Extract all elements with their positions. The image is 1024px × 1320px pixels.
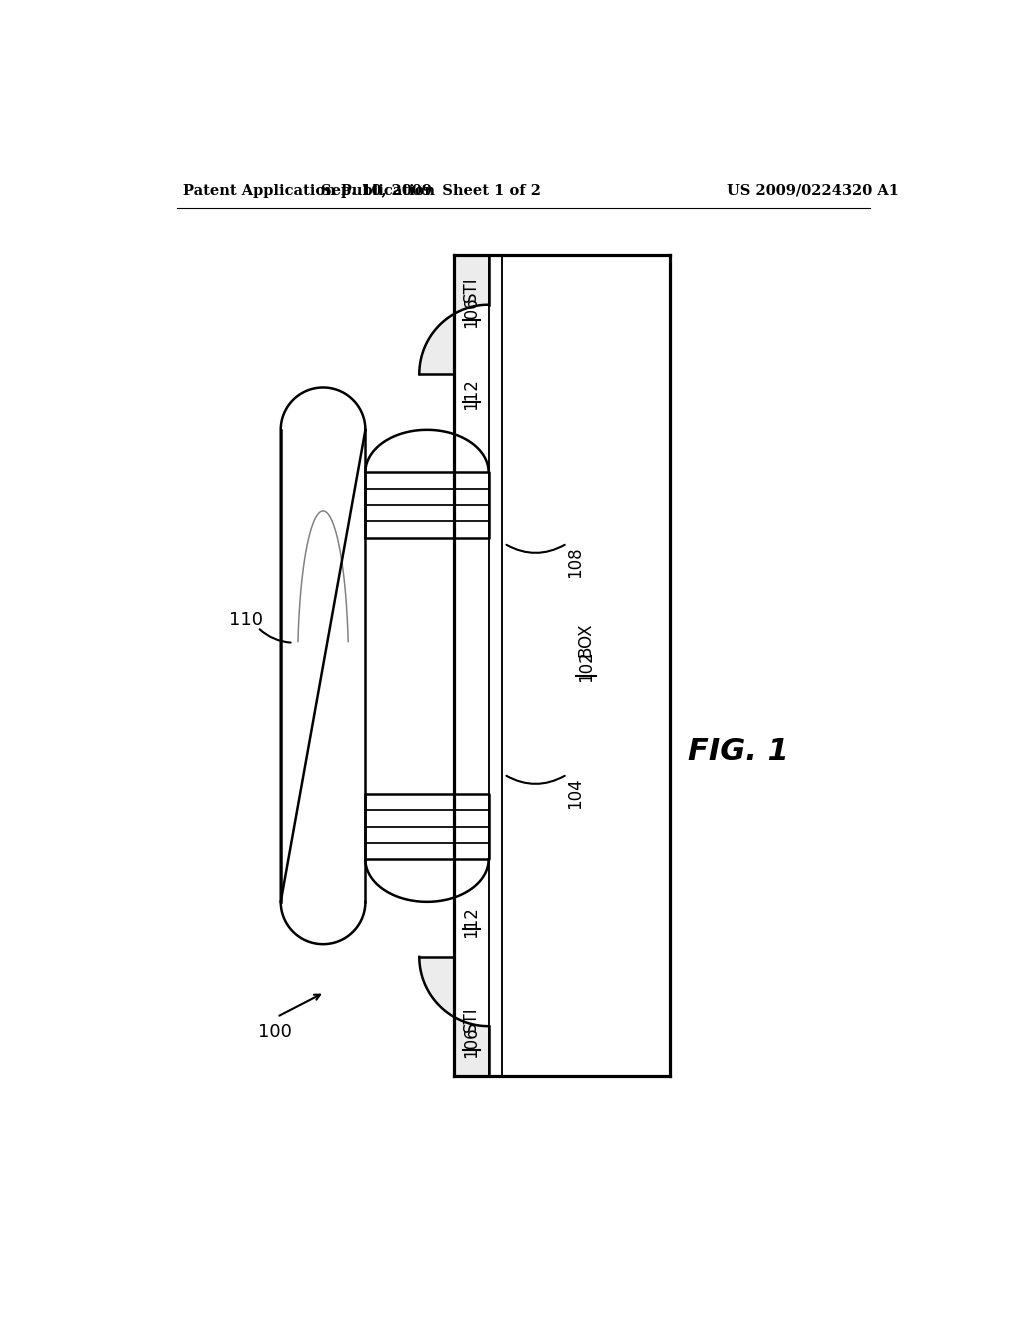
Text: 112: 112	[462, 379, 480, 411]
Text: 102: 102	[577, 651, 595, 682]
Text: 108: 108	[566, 546, 584, 578]
Text: 110: 110	[229, 611, 263, 628]
Polygon shape	[281, 388, 366, 944]
Text: 104: 104	[566, 777, 584, 809]
Bar	[454, 255, 670, 1076]
Text: Sep. 10, 2009  Sheet 1 of 2: Sep. 10, 2009 Sheet 1 of 2	[321, 183, 541, 198]
Text: 106: 106	[462, 1026, 480, 1057]
Text: Patent Application Publication: Patent Application Publication	[183, 183, 435, 198]
Polygon shape	[366, 859, 488, 902]
Bar	[366, 473, 488, 537]
Text: BOX: BOX	[577, 623, 595, 657]
Text: 106: 106	[462, 296, 480, 327]
Polygon shape	[419, 255, 488, 374]
Text: 100: 100	[258, 1023, 292, 1041]
Text: STI: STI	[462, 276, 480, 302]
Polygon shape	[419, 957, 488, 1076]
Text: US 2009/0224320 A1: US 2009/0224320 A1	[727, 183, 899, 198]
Bar	[366, 795, 488, 859]
Text: FIG. 1: FIG. 1	[688, 737, 790, 766]
Polygon shape	[366, 430, 488, 473]
Text: 112: 112	[462, 906, 480, 937]
Text: STI: STI	[462, 1006, 480, 1032]
